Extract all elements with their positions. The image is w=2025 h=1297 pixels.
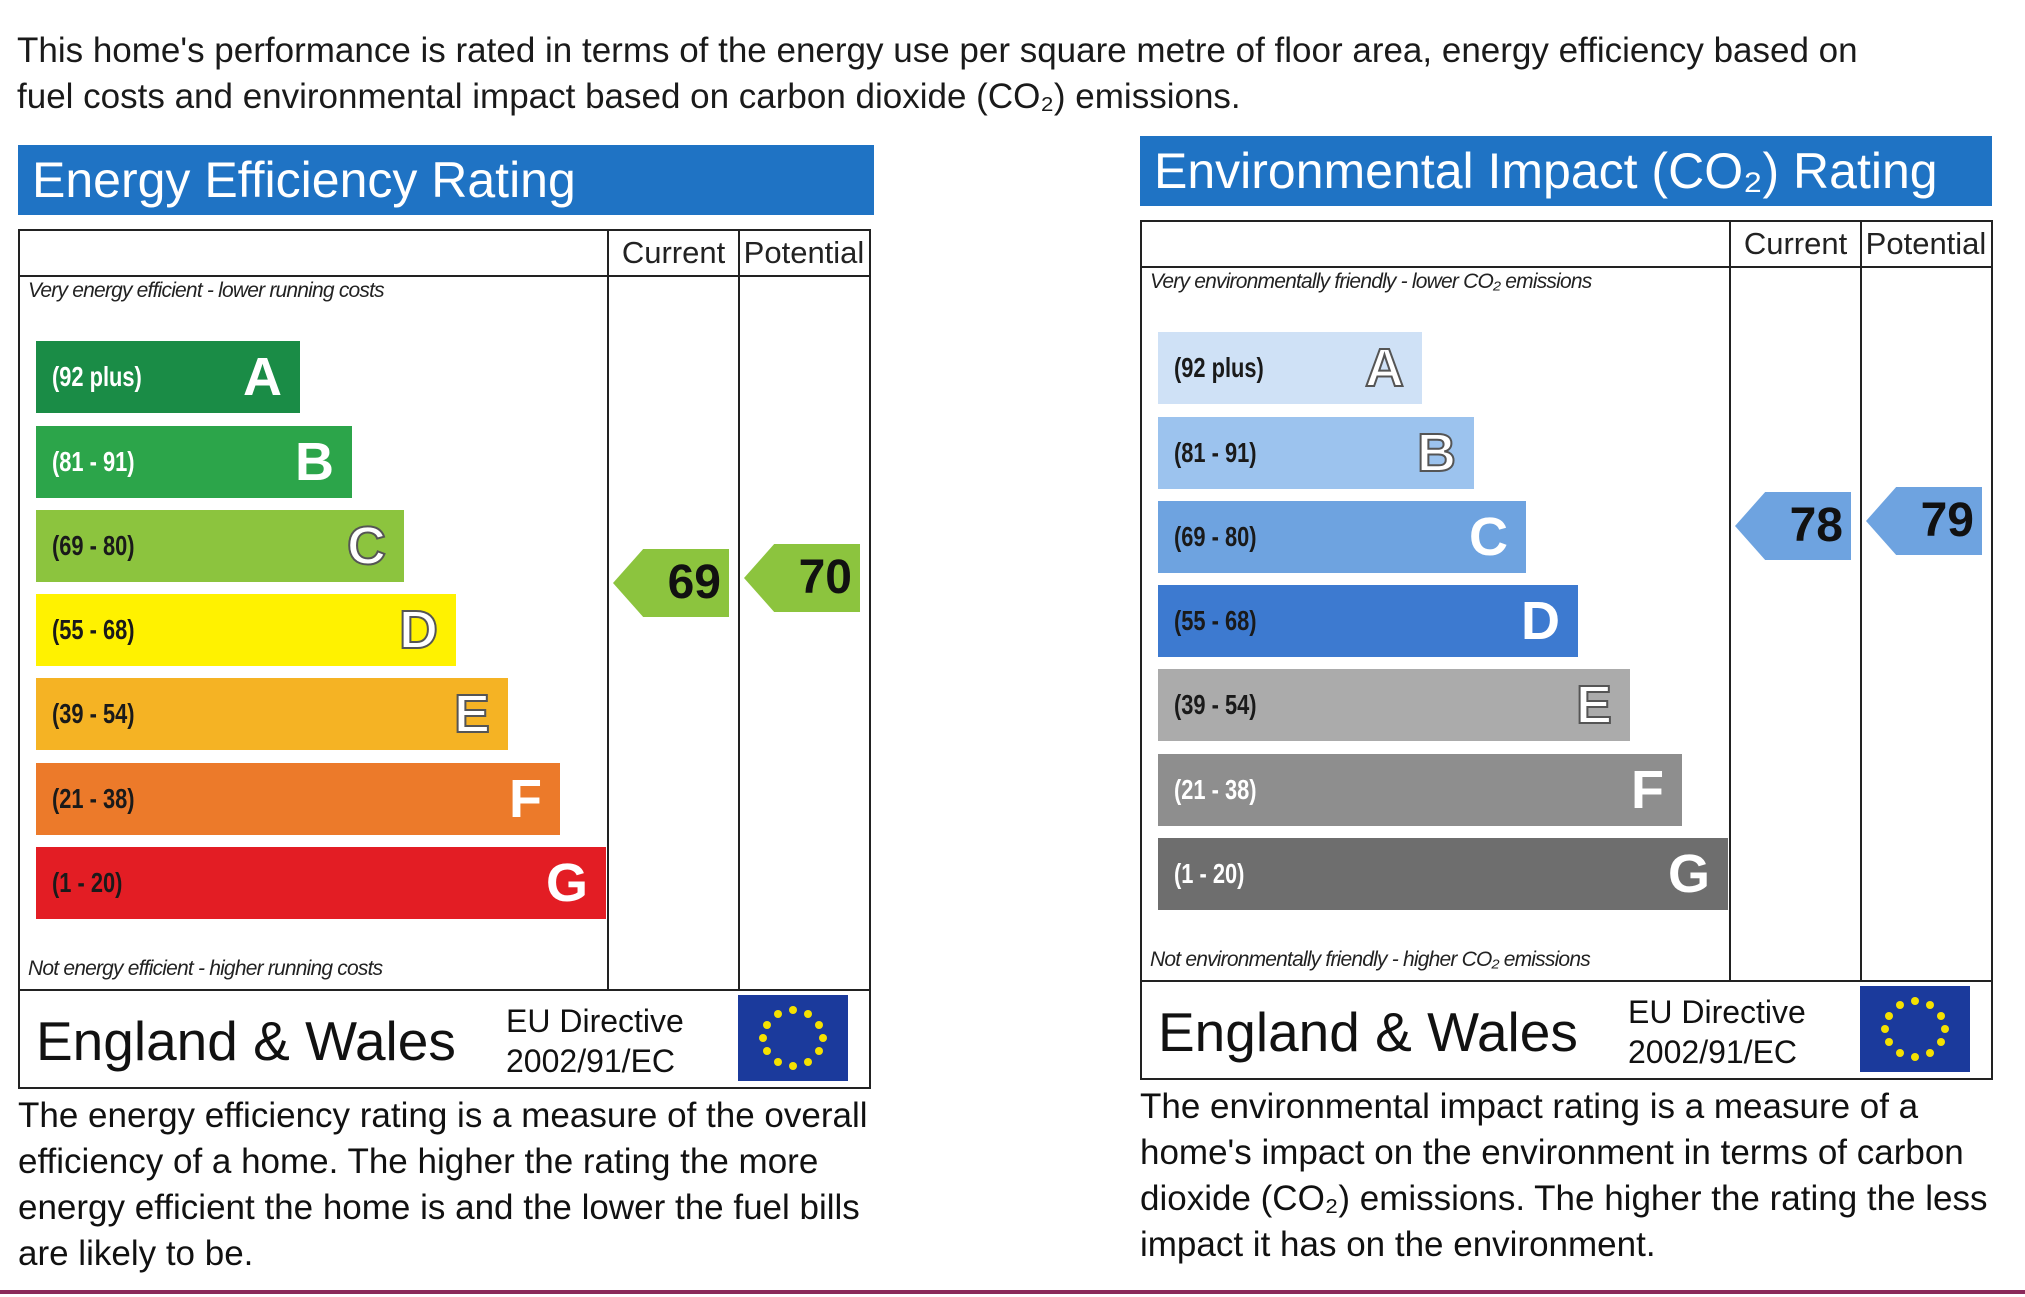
- band-range: (55 - 68): [52, 614, 135, 645]
- directive-line-2: 2002/91/EC: [1628, 1034, 1798, 1070]
- energy-top-note: Very energy efficient - lower running co…: [28, 279, 385, 302]
- intro-text: This home's performance is rated in term…: [17, 28, 2007, 120]
- energy-band-b: (81 - 91) B: [36, 426, 352, 498]
- intro-line-2: fuel costs and environmental impact base…: [17, 77, 1241, 116]
- band-letter: C: [1469, 507, 1508, 567]
- energy-current-header: Current: [608, 231, 739, 277]
- energy-current-arrow: 69: [613, 549, 729, 617]
- energy-column-divider-1: [607, 231, 609, 989]
- band-letter: B: [295, 432, 334, 492]
- band-range: (1 - 20): [1174, 858, 1245, 889]
- band-letter: G: [545, 853, 588, 913]
- band-letter: C: [346, 515, 387, 577]
- energy-directive: EU Directive 2002/91/EC: [506, 1001, 684, 1081]
- energy-potential-header: Potential: [739, 231, 869, 277]
- environment-bottom-note: Not environmentally friendly - higher CO…: [1150, 948, 1591, 971]
- band-range: (21 - 38): [1174, 774, 1257, 805]
- band-range: (81 - 91): [1174, 437, 1257, 468]
- directive-line-2: 2002/91/EC: [506, 1043, 676, 1079]
- energy-band-a: (92 plus) A: [36, 341, 300, 413]
- band-range: (69 - 80): [1174, 521, 1257, 552]
- environment-header-row: [1142, 222, 1730, 268]
- band-letter: G: [1667, 844, 1710, 904]
- bottom-divider: [0, 1290, 2025, 1294]
- band-range: (21 - 38): [52, 783, 135, 814]
- energy-potential-value: 70: [798, 551, 852, 604]
- environment-band-a: (92 plus) A: [1158, 332, 1422, 404]
- energy-band-e: (39 - 54) E: [36, 678, 508, 750]
- environment-rating-grid: Current Potential Very environmentally f…: [1140, 220, 1993, 982]
- environment-current-header: Current: [1730, 222, 1861, 268]
- energy-band-g: (1 - 20) G: [36, 847, 606, 919]
- directive-line-1: EU Directive: [1628, 994, 1806, 1030]
- environment-band-e: (39 - 54) E: [1158, 669, 1630, 741]
- environment-band-b: (81 - 91) B: [1158, 417, 1474, 489]
- band-range: (81 - 91): [52, 446, 135, 477]
- band-range: (92 plus): [52, 361, 142, 392]
- band-letter: F: [509, 769, 542, 829]
- energy-bottom-note: Not energy efficient - higher running co…: [28, 957, 383, 980]
- energy-panel-title: Energy Efficiency Rating: [18, 145, 874, 215]
- energy-potential-arrow: 70: [744, 544, 860, 612]
- energy-region: England & Wales: [36, 1010, 456, 1072]
- band-letter: E: [453, 683, 491, 745]
- environment-panel-title: Environmental Impact (CO₂) Rating: [1140, 136, 1992, 206]
- energy-column-divider-2: [738, 231, 740, 989]
- environment-region: England & Wales: [1158, 1001, 1578, 1063]
- energy-band-d: (55 - 68) D: [36, 594, 456, 666]
- band-range: (69 - 80): [52, 530, 135, 561]
- band-letter: A: [1364, 337, 1405, 399]
- eu-flag-icon: [738, 995, 848, 1081]
- energy-band-f: (21 - 38) F: [36, 763, 560, 835]
- environment-band-c: (69 - 80) C: [1158, 501, 1526, 573]
- band-letter: D: [398, 599, 439, 661]
- environment-current-arrow: 78: [1735, 492, 1851, 560]
- environment-top-note: Very environmentally friendly - lower CO…: [1150, 270, 1592, 293]
- environment-band-d: (55 - 68) D: [1158, 585, 1578, 657]
- band-letter: E: [1575, 674, 1613, 736]
- eu-flag-icon: [1860, 986, 1970, 1072]
- environment-description: The environmental impact rating is a mea…: [1140, 1087, 1988, 1264]
- energy-rating-grid: Current Potential Very energy efficient …: [18, 229, 871, 991]
- environment-band-f: (21 - 38) F: [1158, 754, 1682, 826]
- band-range: (1 - 20): [52, 867, 123, 898]
- intro-line-1: This home's performance is rated in term…: [17, 31, 1858, 70]
- energy-band-c: (69 - 80) C: [36, 510, 404, 582]
- environment-column-divider-1: [1729, 222, 1731, 980]
- environment-directive: EU Directive 2002/91/EC: [1628, 992, 1806, 1072]
- band-letter: D: [1521, 591, 1560, 651]
- band-range: (39 - 54): [1174, 689, 1257, 720]
- environment-current-value: 78: [1789, 499, 1843, 552]
- band-letter: F: [1631, 760, 1664, 820]
- band-letter: A: [243, 347, 282, 407]
- environment-footer: England & Wales EU Directive 2002/91/EC: [1140, 980, 1993, 1080]
- energy-footer: England & Wales EU Directive 2002/91/EC: [18, 989, 871, 1089]
- energy-current-value: 69: [667, 556, 721, 609]
- band-range: (39 - 54): [52, 698, 135, 729]
- environment-potential-value: 79: [1920, 494, 1974, 547]
- band-range: (92 plus): [1174, 352, 1264, 383]
- environment-potential-arrow: 79: [1866, 487, 1982, 555]
- band-range: (55 - 68): [1174, 605, 1257, 636]
- energy-header-row: [20, 231, 608, 277]
- band-letter: B: [1416, 422, 1457, 484]
- energy-description: The energy efficiency rating is a measur…: [18, 1096, 868, 1273]
- directive-line-1: EU Directive: [506, 1003, 684, 1039]
- environment-band-g: (1 - 20) G: [1158, 838, 1728, 910]
- environment-potential-header: Potential: [1861, 222, 1991, 268]
- environment-column-divider-2: [1860, 222, 1862, 980]
